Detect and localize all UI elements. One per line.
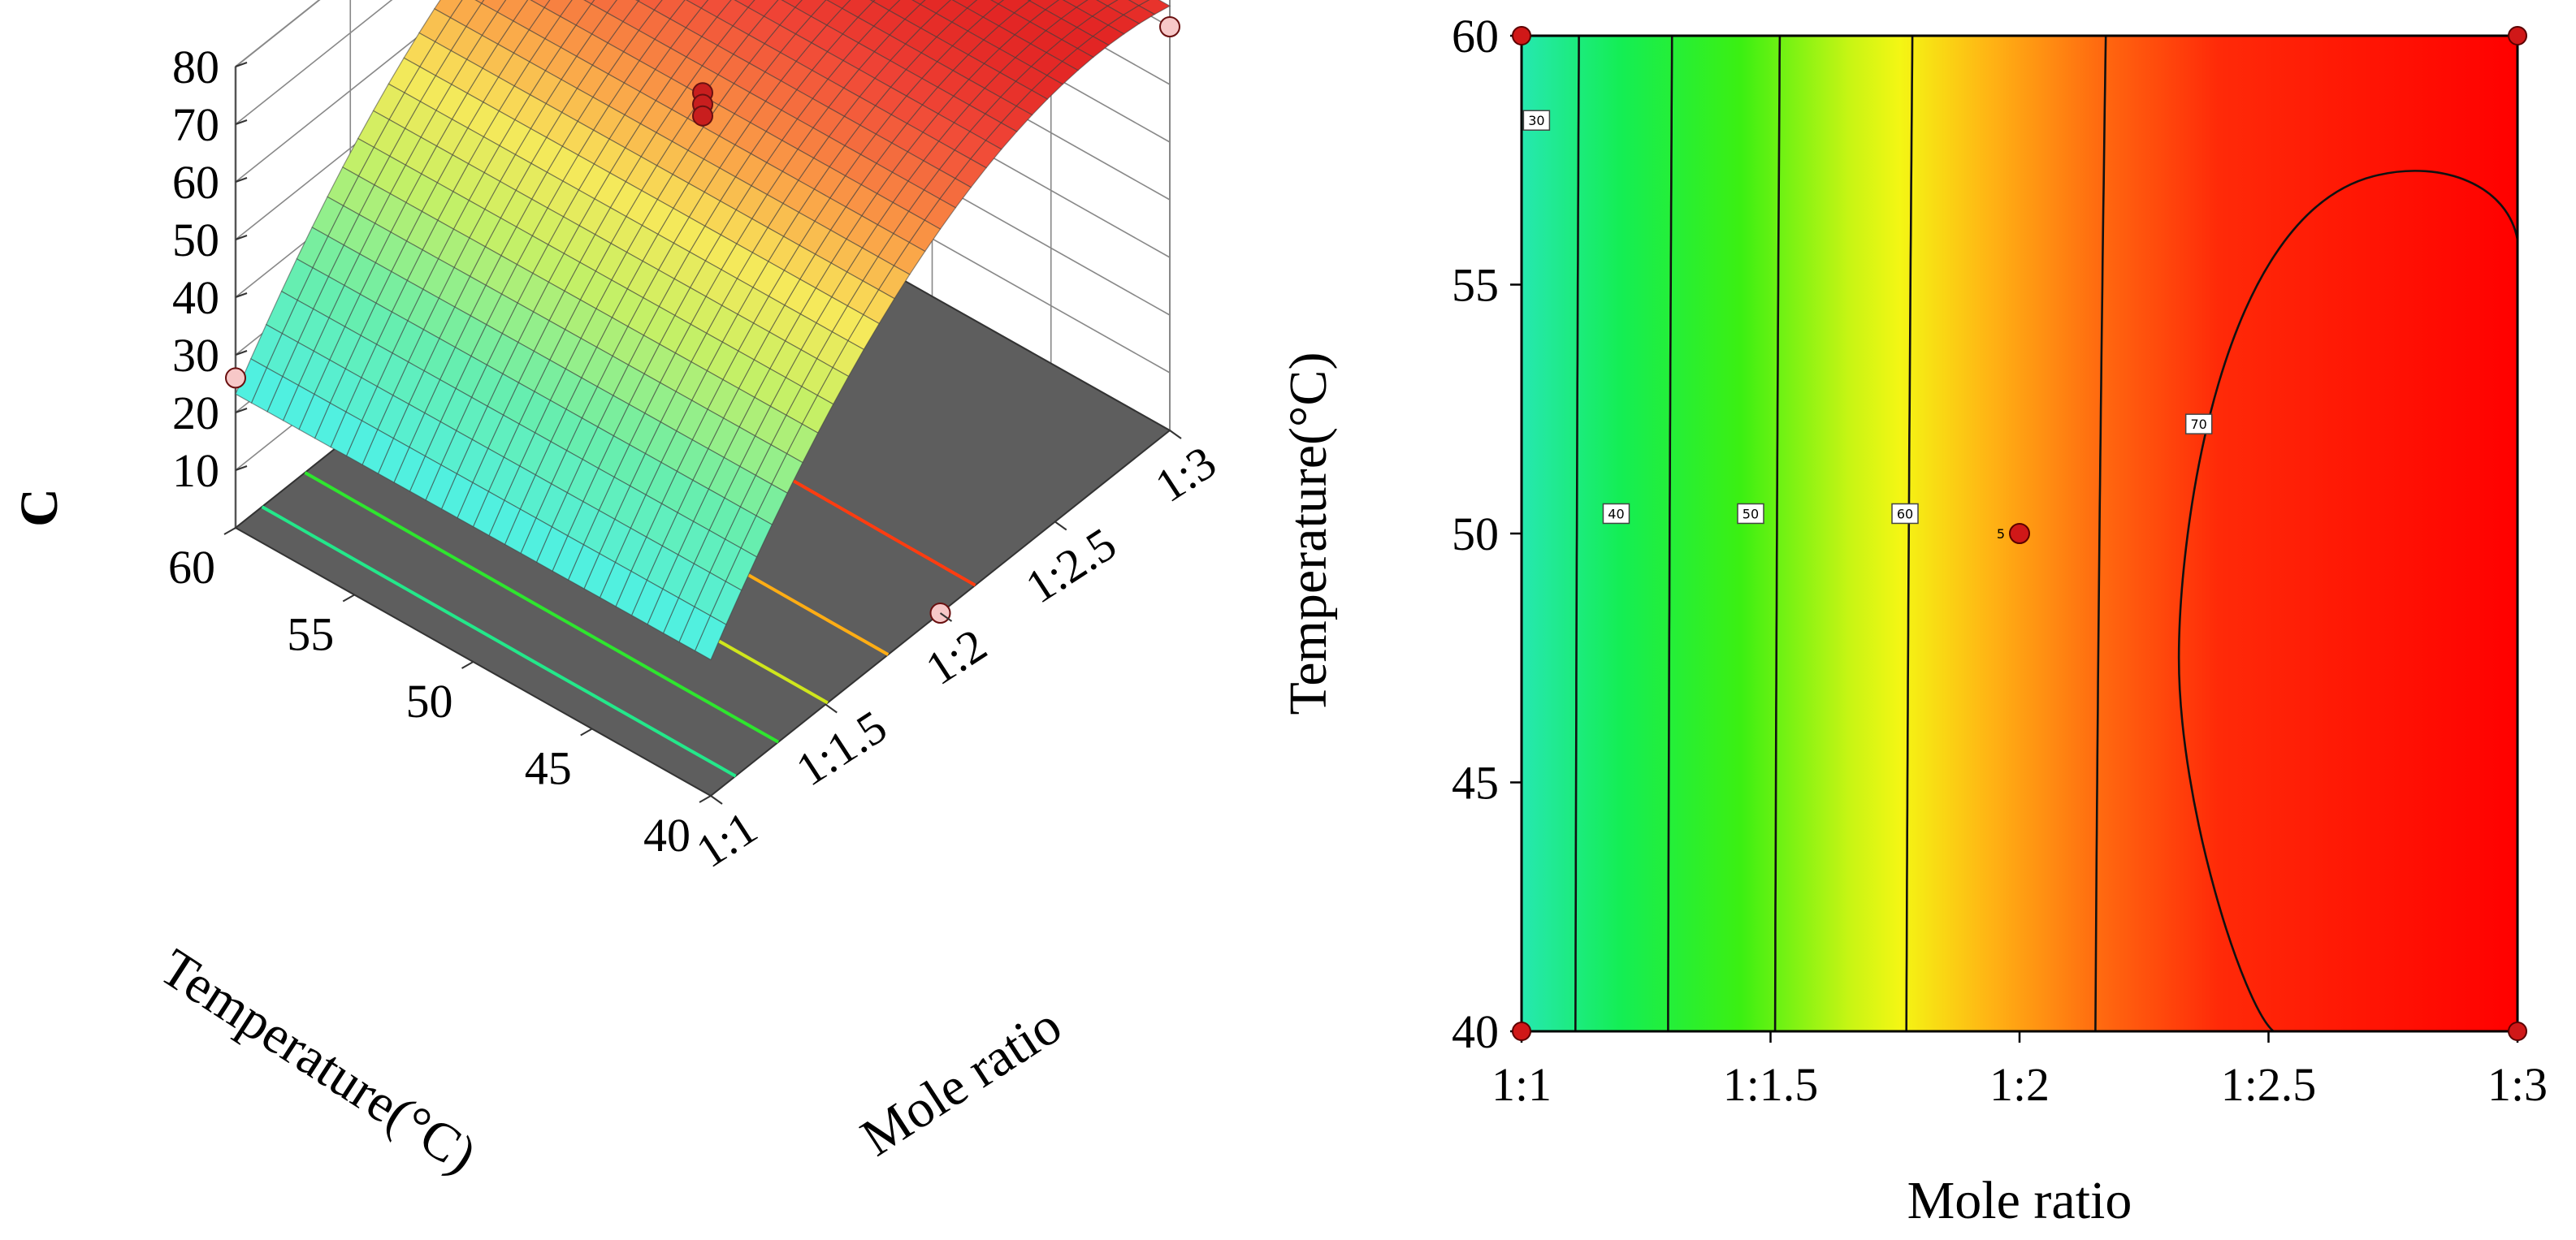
mole-ratio-tick-label: 1:1 <box>687 801 767 878</box>
center-point-replicate-count: 5 <box>1997 526 2005 542</box>
temperature-tick-mark <box>699 795 712 803</box>
contour-y-tick-label: 45 <box>1452 757 1499 810</box>
x-axis-title-3d: Mole ratio <box>851 996 1072 1168</box>
design-point-3d <box>225 367 246 389</box>
temperature-tick-label: 45 <box>525 742 572 795</box>
z-tick-label: 80 <box>172 41 219 93</box>
wall-gridline-z <box>235 0 1171 125</box>
design-point-3d <box>692 105 713 127</box>
contour-line <box>1574 35 1580 1032</box>
z-tick-mark <box>235 408 248 413</box>
contour-label: 60 <box>1897 506 1913 521</box>
temperature-tick-mark <box>342 594 355 603</box>
z-tick-mark <box>235 177 248 183</box>
temperature-tick-label: 55 <box>287 608 334 661</box>
floor-contour-line <box>261 505 737 778</box>
contour-label-box <box>1522 110 1551 131</box>
mole-ratio-tick-mark <box>1054 521 1067 531</box>
contour-center-point <box>2009 523 2030 544</box>
contour-line <box>2094 35 2107 1032</box>
contour-corner-point <box>1512 1022 1531 1041</box>
contour-y-tick-label: 40 <box>1452 1005 1499 1058</box>
z-tick-label: 30 <box>172 329 219 382</box>
surface-cell <box>235 358 268 404</box>
contour-corner-point <box>2508 26 2527 45</box>
z-tick-label: 40 <box>172 271 219 324</box>
temperature-tick-label: 40 <box>643 809 691 862</box>
floor-contour-line <box>304 471 780 744</box>
contour-corner-point <box>2508 1022 2527 1041</box>
temperature-tick-label: 50 <box>406 675 453 728</box>
z-tick-mark <box>235 465 248 471</box>
contour-y-tick-label: 60 <box>1452 10 1499 63</box>
contour-x-tick-label: 1:1.5 <box>1723 1058 1819 1111</box>
z-tick-label: 60 <box>172 156 219 209</box>
contour-label-box <box>1737 503 1764 525</box>
temperature-tick-label: 60 <box>168 541 215 594</box>
contour-x-tick-label: 1:2.5 <box>2221 1058 2317 1111</box>
mole-ratio-tick-mark <box>1169 430 1182 439</box>
z-tick-mark <box>235 62 248 67</box>
wall-gridline-z <box>235 0 1171 183</box>
contour-design-points: 5 <box>1512 26 2527 1041</box>
contour-lines <box>1574 35 2519 1032</box>
y-axis-title-3d: Temperature(°C) <box>149 938 487 1186</box>
contour-label-box <box>1891 503 1919 525</box>
contour-line <box>1667 35 1673 1031</box>
contour-x-tick-label: 1:2 <box>1989 1058 2050 1111</box>
z-tick-mark <box>235 292 248 298</box>
contour-corner-point <box>1512 26 1531 45</box>
z-tick-label: 20 <box>172 387 219 439</box>
z-axis-title: C <box>10 488 69 527</box>
contour-labels: 30 40 50 60 70 <box>1522 110 2213 525</box>
z-tick-mark <box>235 235 248 240</box>
contour-line <box>1905 35 1914 1032</box>
contour-label-box <box>1602 503 1630 525</box>
contour-plot: 30 40 50 60 70 1:1 1:1.5 1:2 1:2.5 1:3 40 45 50 55 60… <box>1279 10 2548 1230</box>
contour-x-tick-label: 1:3 <box>2487 1058 2548 1111</box>
contour-label: 30 <box>1528 113 1544 128</box>
contour-y-axis-title: Temperature(°C) <box>1279 352 1338 715</box>
mole-ratio-tick-mark <box>939 612 953 622</box>
contour-label-box <box>2184 413 2213 434</box>
contour-x-axis-title: Mole ratio <box>1907 1171 2132 1230</box>
mole-ratio-tick-label: 1:3 <box>1146 435 1226 512</box>
contour-y-tick-label: 55 <box>1452 259 1499 312</box>
contour-line-70-region <box>2177 170 2519 1032</box>
mole-ratio-tick-mark <box>825 703 838 714</box>
response-surface <box>235 0 1171 661</box>
contour-line <box>1773 35 1782 1032</box>
contour-label: 40 <box>1608 506 1624 521</box>
contour-x-tick-label: 1:1 <box>1491 1058 1552 1111</box>
z-tick-label: 10 <box>172 444 219 497</box>
contour-label: 70 <box>2191 417 2207 432</box>
contour-label: 50 <box>1743 506 1759 521</box>
z-tick-mark <box>235 119 248 125</box>
mole-ratio-tick-label: 1:2 <box>916 618 996 695</box>
contour-y-tick-label: 50 <box>1452 508 1499 560</box>
design-points-3d <box>225 16 1180 624</box>
design-point-3d <box>1159 16 1180 37</box>
mole-ratio-tick-mark <box>710 795 723 805</box>
temperature-tick-mark <box>461 661 474 669</box>
z-tick-label: 50 <box>172 214 219 266</box>
z-tick-mark <box>235 350 248 356</box>
temperature-tick-mark <box>223 527 236 535</box>
z-tick-label: 70 <box>172 98 219 151</box>
surface-plot: 102030405060708060555045401:11:1.51:21:2… <box>10 0 1225 1185</box>
contour-axis-ticks: 1:1 1:1.5 1:2 1:2.5 1:3 40 45 50 55 60 <box>1452 10 2548 1111</box>
temperature-tick-mark <box>580 728 593 737</box>
